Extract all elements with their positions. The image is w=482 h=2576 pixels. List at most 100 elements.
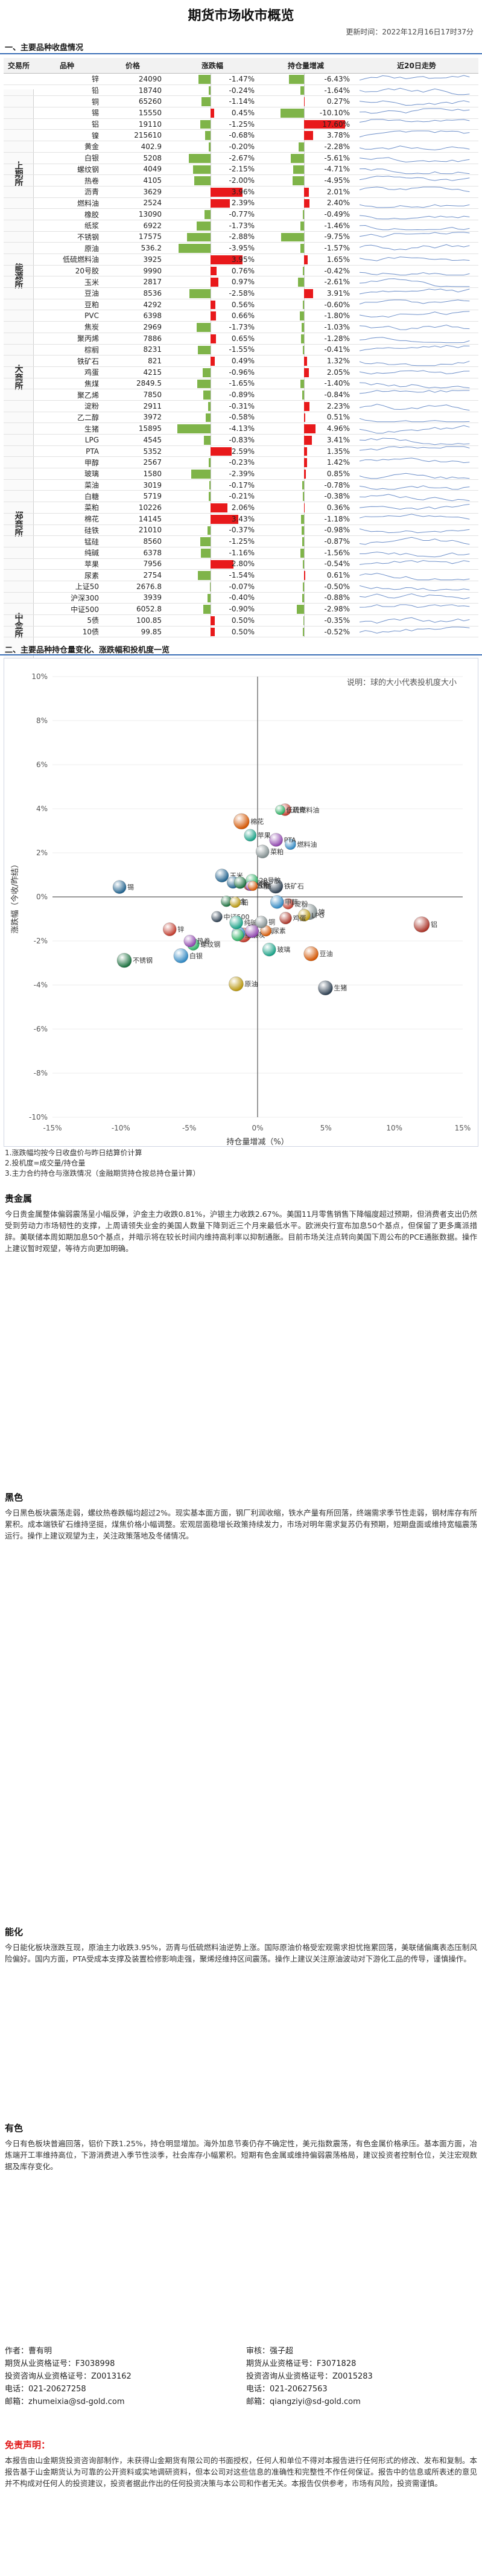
table-row: 锌 24090 -1.47% -6.43%	[4, 74, 478, 85]
table-row: 生猪 15895 -4.13% 4.96%	[4, 423, 478, 435]
sparkline-path	[359, 560, 470, 565]
commodity-price: 14145	[138, 514, 162, 523]
trend-sparkline	[355, 187, 478, 197]
change-value: -2.67%	[229, 153, 255, 162]
section-heading: 能化	[5, 1927, 24, 1937]
change-bar	[211, 187, 243, 197]
sparkline-path	[359, 617, 470, 623]
change-value: -2.39%	[229, 469, 255, 478]
trend-sparkline	[355, 559, 478, 570]
commodity-price: 3629	[143, 187, 162, 196]
change-cell: -1.73%	[168, 220, 257, 231]
commodity-price: 402.9	[141, 142, 162, 151]
oi-change-bar-area: -0.60%	[259, 299, 352, 310]
oi-change-zero-axis	[303, 164, 305, 175]
oi-change-bar	[281, 232, 304, 242]
commodity-name: 苹果	[84, 560, 99, 569]
oi-change-bar	[291, 153, 304, 163]
commodity-name: 镍	[91, 131, 99, 140]
change-value: -0.31%	[229, 401, 255, 410]
data-point	[211, 911, 223, 923]
data-point	[269, 833, 283, 847]
table-row: 铝 19110 -1.25% 17.60%	[4, 118, 478, 130]
change-bar	[198, 345, 211, 355]
change-bar	[211, 503, 227, 512]
sparkline-svg	[359, 168, 470, 174]
change-bar-area: 0.45%	[168, 107, 257, 118]
change-bar	[193, 165, 211, 174]
y-tick-label: -8%	[34, 1069, 48, 1077]
oi-change-value: -0.38%	[324, 492, 350, 501]
point-label: 生猪	[334, 984, 347, 992]
change-cell: -0.31%	[168, 400, 257, 412]
sparkline-svg	[359, 382, 470, 389]
note-2: 2.投机度=成交量/持仓量	[5, 1159, 86, 1167]
oi-change-bar-area: -1.46%	[259, 220, 352, 231]
trend-sparkline	[355, 457, 478, 468]
change-bar	[206, 413, 211, 422]
oi-change-zero-axis	[303, 626, 305, 637]
oi-change-bar-area: 0.51%	[259, 412, 352, 423]
oi-change-zero-axis	[303, 141, 305, 152]
oi-change-cell: -1.56%	[259, 547, 352, 558]
commodity-price: 65260	[138, 97, 162, 106]
change-bar	[211, 109, 215, 118]
commodity-name: 纯碱	[84, 549, 99, 558]
sparkline-path	[359, 157, 470, 163]
point-label: 豆粕	[256, 881, 270, 889]
section-nonferrous: 有色 今日有色板块普遍回落，铝价下跌1.25%，持仓明显增加。海外加息节奏仍存不…	[5, 2122, 477, 2172]
sparkline-svg	[359, 288, 470, 295]
commodity-price: 4292	[143, 300, 162, 309]
oi-change-bar-area: 2.05%	[259, 366, 352, 378]
change-bar	[194, 176, 211, 185]
trend-sparkline	[355, 164, 478, 175]
trend-sparkline	[355, 480, 478, 491]
commodity-name: 乙二醇	[77, 413, 99, 422]
section-precious-metals: 贵金属 今日贵金属整体偏弱震荡呈小幅反弹，沪金主力收跌0.81%，沪银主力收跌2…	[5, 1192, 477, 1254]
change-cell: -1.55%	[168, 344, 257, 355]
oi-change-cell: 2.23%	[259, 400, 352, 412]
commodity-price: 2754	[143, 571, 162, 580]
change-bar	[201, 548, 211, 558]
oi-change-bar	[300, 86, 304, 95]
sparkline-svg	[359, 473, 470, 479]
oi-change-cell: 4.96%	[259, 423, 352, 434]
oi-change-value: -1.80%	[324, 311, 350, 320]
sparkline-path	[359, 626, 470, 634]
oi-change-bar	[303, 131, 313, 141]
sparkline-path	[359, 215, 470, 220]
commodity-price: 2817	[143, 278, 162, 287]
change-value: -0.17%	[229, 480, 255, 489]
table-body: 上期所 能源所 大商所 郑商所 中金所 锌 24090 -1.47% -6.43% 铅 18740 -…	[4, 74, 478, 665]
data-point	[116, 952, 132, 968]
oi-change-value: -0.98%	[324, 526, 350, 535]
oi-change-zero-axis	[303, 322, 305, 333]
data-point	[279, 911, 292, 925]
commodity-price: 5352	[143, 447, 162, 456]
oi-change-bar-area: 0.85%	[259, 468, 352, 479]
oi-change-zero-axis	[303, 299, 305, 310]
change-cell: -0.37%	[168, 524, 257, 536]
oi-change-bar-area: 4.96%	[259, 423, 352, 434]
sparkline-svg	[359, 157, 470, 163]
oi-change-zero-axis	[303, 265, 305, 276]
x-axis-label: 持仓量增减（%）	[226, 1138, 288, 1146]
change-bar-area: -2.67%	[168, 152, 257, 164]
change-value: -1.73%	[229, 221, 255, 230]
commodity-name: 沪深300	[71, 593, 99, 602]
data-point	[262, 942, 276, 957]
oi-change-bar	[303, 187, 309, 197]
sparkline-svg	[359, 215, 470, 220]
table-row: 苹果 7956 2.80% -0.54%	[4, 558, 478, 570]
change-bar	[201, 97, 211, 107]
commodity-name: 纸浆	[84, 222, 99, 231]
change-cell: -0.21%	[168, 491, 257, 502]
oi-change-zero-axis	[303, 220, 305, 231]
oi-change-cell: 2.01%	[259, 186, 352, 197]
oi-change-value: 0.51%	[326, 413, 350, 422]
point-label: 10债	[256, 882, 271, 890]
change-cell: -2.67%	[168, 152, 257, 164]
change-bar	[208, 401, 211, 411]
commodity-name: 玉米	[84, 278, 99, 287]
chart-notes: 1.涨跌幅均按今日收盘价与昨日结算价计算 2.投机度=成交量/持仓量 3.主力合…	[5, 1148, 200, 1179]
